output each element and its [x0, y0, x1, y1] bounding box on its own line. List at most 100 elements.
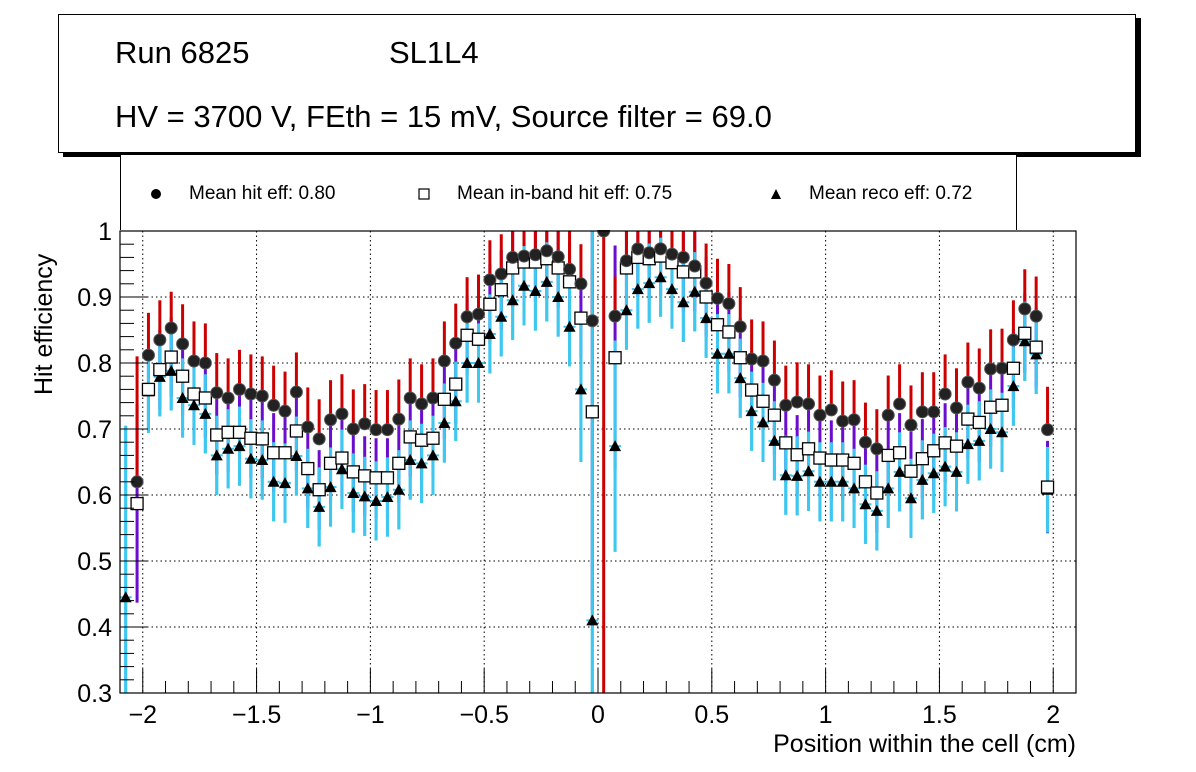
reco-point: [654, 271, 667, 283]
hit-point: [847, 413, 861, 427]
hit-point: [437, 354, 451, 368]
reco-point: [904, 492, 917, 504]
run-number: Run 6825: [115, 35, 250, 70]
inband-point: [1006, 361, 1021, 375]
hit-point: [392, 412, 406, 426]
y-axis-ticks: 0.3 0.4 0.5 0.6 0.7 0.8 0.9 1: [77, 218, 148, 708]
y-tick-label: 0.6: [77, 482, 112, 510]
hit-point: [927, 405, 941, 419]
inband-point: [289, 424, 304, 438]
hit-point: [506, 250, 520, 264]
reco-point: [1030, 348, 1043, 360]
hit-point: [141, 348, 155, 362]
inband-point: [471, 332, 486, 346]
inband-point: [858, 475, 873, 489]
reco-point: [745, 405, 758, 417]
inband-point: [881, 448, 895, 463]
filled-triangle-icon: [771, 189, 781, 199]
hit-point: [358, 417, 372, 431]
reco-point: [757, 416, 770, 428]
inband-point: [949, 439, 964, 453]
inband-point: [733, 351, 747, 365]
hit-point: [1041, 423, 1055, 437]
inband-point: [767, 408, 782, 422]
reco-point: [210, 449, 223, 461]
reco-point: [426, 449, 439, 461]
reco-point: [438, 417, 451, 429]
hit-point: [289, 385, 303, 399]
inband-point: [995, 398, 1009, 412]
reco-point: [961, 438, 974, 450]
hit-point: [346, 422, 360, 436]
reco-point: [586, 614, 599, 626]
reco-point: [415, 457, 428, 469]
inband-point: [562, 275, 577, 289]
hit-point: [711, 291, 724, 305]
legend-label: Mean in-band hit eff: 0.75: [457, 183, 673, 204]
reco-point: [119, 591, 132, 603]
hit-point: [187, 354, 201, 368]
x-tick-label: 0: [591, 701, 605, 729]
inband-point: [847, 456, 861, 470]
reco-point: [506, 294, 519, 306]
reco-point: [859, 498, 872, 510]
inband-point: [346, 465, 360, 479]
hit-point: [324, 413, 338, 427]
hit-point: [278, 404, 292, 418]
hit-point: [642, 246, 656, 260]
reco-point: [449, 395, 462, 407]
hit-point: [938, 387, 952, 401]
hit-point: [722, 297, 736, 311]
hit-point: [733, 320, 747, 334]
inband-point: [1040, 480, 1055, 494]
reco-point: [927, 467, 940, 479]
hit-point: [574, 277, 588, 291]
layer-name: SL1L4: [389, 35, 479, 70]
reco-point: [370, 494, 383, 506]
inband-point: [141, 382, 156, 397]
reco-point: [609, 440, 622, 452]
reco-point: [631, 283, 644, 295]
inband-point: [483, 297, 497, 311]
y-tick-label: 0.3: [77, 680, 112, 708]
hit-point: [1029, 309, 1043, 323]
reco-point: [165, 364, 178, 376]
reco-point: [882, 482, 895, 494]
inband-point: [710, 318, 725, 332]
hit-point: [904, 418, 918, 432]
hit-point: [767, 373, 781, 387]
inband-point: [414, 433, 429, 447]
reco-point: [244, 452, 257, 464]
reco-point: [677, 296, 690, 308]
hit-point: [915, 405, 929, 419]
title-line-1: Run 6825 SL1L4: [115, 35, 479, 71]
hit-point: [449, 336, 463, 350]
inband-point: [551, 261, 565, 275]
open-square-icon: [418, 188, 430, 200]
hit-point: [654, 242, 668, 256]
inband-point: [585, 405, 599, 419]
reco-point: [529, 285, 542, 297]
inband-point: [221, 425, 235, 439]
inband-point: [676, 265, 691, 279]
reco-point: [973, 434, 986, 446]
y-tick-label: 0.5: [77, 548, 112, 576]
hit-point: [153, 333, 167, 347]
inband-point: [437, 392, 452, 406]
reco-point: [734, 372, 747, 384]
inband-point: [187, 387, 201, 401]
hit-point: [369, 423, 383, 437]
inband-point: [961, 412, 975, 426]
y-tick-label: 1: [98, 218, 112, 246]
hit-point: [631, 242, 645, 256]
hit-point: [585, 314, 599, 328]
x-tick-label: 0.5: [694, 701, 729, 729]
reco-point: [153, 370, 166, 382]
reco-point: [768, 434, 781, 446]
hit-point: [426, 391, 440, 405]
hit-point: [961, 375, 975, 389]
reco-point: [620, 304, 633, 316]
legend-label: Mean reco eff: 0.72: [809, 183, 973, 204]
hit-point: [699, 276, 713, 290]
inband-point: [722, 325, 736, 339]
